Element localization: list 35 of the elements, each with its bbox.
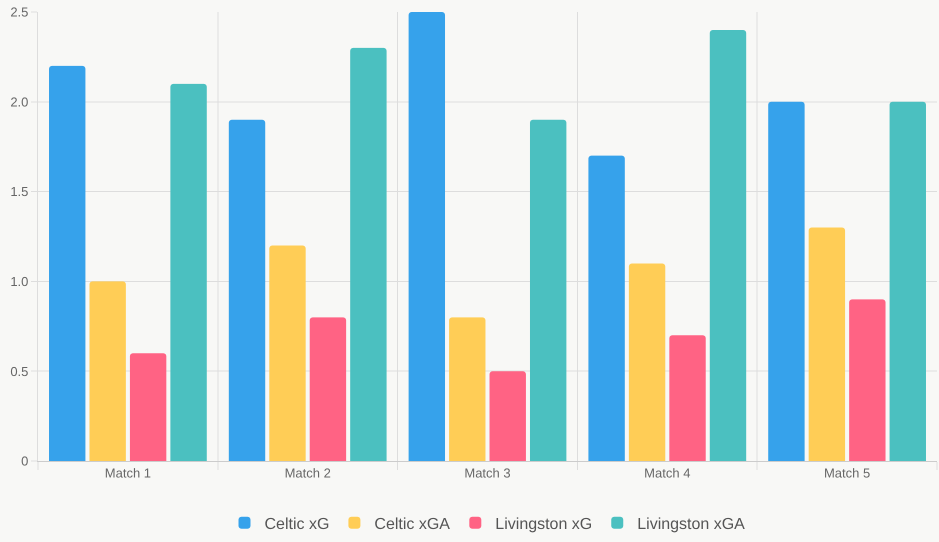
bar <box>408 12 446 461</box>
x-tick-label: Match 5 <box>824 466 870 481</box>
x-tick-label: Match 1 <box>104 466 152 481</box>
x-tick-label: Match 3 <box>464 466 511 481</box>
legend-label: Celtic xG <box>264 516 330 534</box>
y-tick-label: 1.0 <box>10 274 28 289</box>
bar <box>628 263 666 461</box>
bar <box>310 317 346 461</box>
legend-label: Livingston xG <box>495 516 592 534</box>
bar <box>490 371 526 461</box>
bar <box>890 102 926 461</box>
bar <box>588 156 625 461</box>
bar <box>849 299 886 461</box>
bar <box>710 30 746 461</box>
y-tick-label: 2.0 <box>10 94 28 110</box>
x-tick-label: Match 2 <box>284 466 331 481</box>
bar <box>808 228 846 461</box>
bar <box>49 66 86 461</box>
bar <box>170 84 207 461</box>
bar <box>89 281 126 461</box>
bar <box>669 335 706 461</box>
x-tick-label: Match 4 <box>644 466 690 481</box>
bar <box>130 353 166 461</box>
legend-label: Livingston xGA <box>637 516 746 534</box>
bar <box>350 48 387 461</box>
y-tick-label: 0.5 <box>10 364 28 379</box>
bar <box>269 245 306 461</box>
y-tick-label: 0 <box>21 454 28 469</box>
y-tick-label: 1.5 <box>10 184 28 200</box>
bar <box>768 102 805 461</box>
y-tick-label: 2.5 <box>10 4 28 20</box>
bar <box>449 317 486 461</box>
bar <box>228 120 266 461</box>
legend-label: Celtic xGA <box>374 516 450 534</box>
bar <box>530 120 566 461</box>
